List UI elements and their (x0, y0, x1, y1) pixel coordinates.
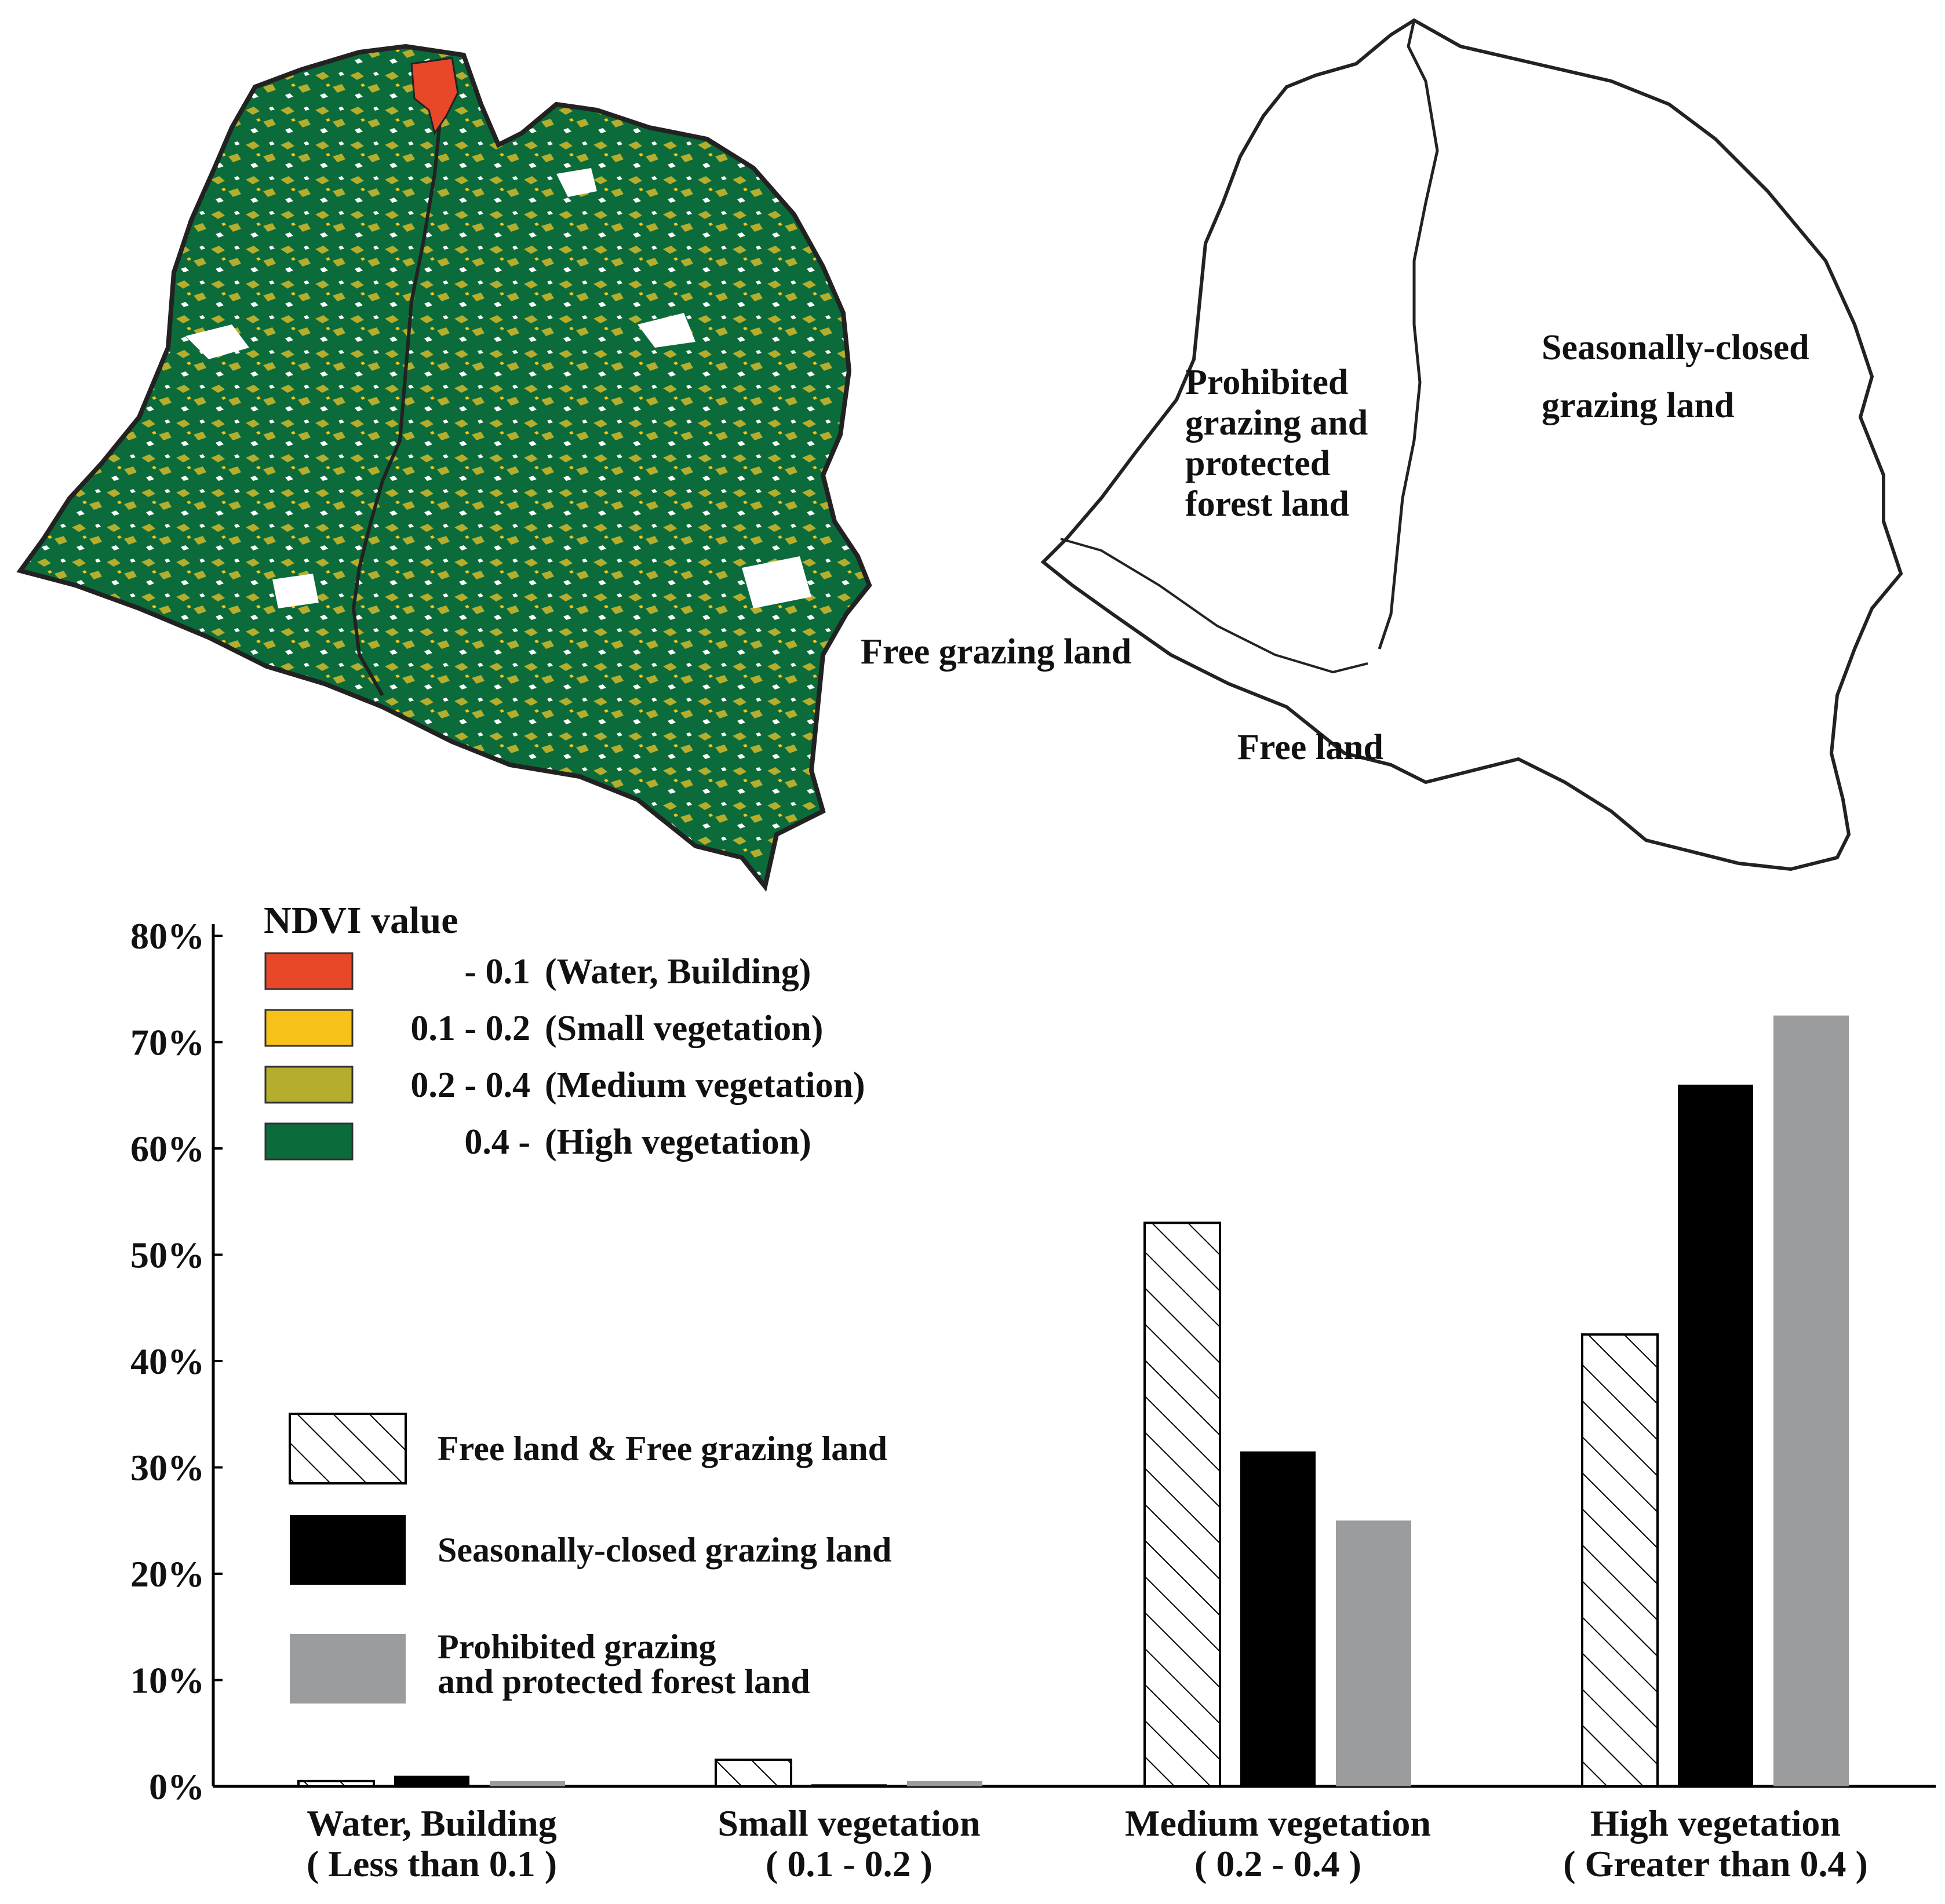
y-tick-label: 70% (130, 1022, 205, 1063)
bar-seasonal-1 (811, 1784, 887, 1786)
ndvi-legend-label: (Water, Building) (545, 952, 811, 991)
y-tick-label: 20% (130, 1553, 205, 1595)
label-prohibited-line-1: Prohibited (1185, 363, 1348, 402)
x-category-label: ( 0.1 - 0.2 ) (766, 1843, 933, 1884)
bar-seasonal-3 (1678, 1084, 1753, 1786)
ndvi-legend-range: - 0.1 (464, 952, 530, 991)
ndvi-legend-swatch (264, 1009, 354, 1047)
series-legend: Free land & Free grazing land Seasonally-… (289, 1413, 891, 1704)
bar-prohibited-0 (490, 1781, 565, 1786)
ndvi-legend-label: (High vegetation) (545, 1122, 811, 1162)
ndvi-map-clearing (742, 556, 811, 608)
label-prohibited-line-2: grazing and (1185, 403, 1368, 443)
ndvi-legend-swatch (264, 1066, 354, 1104)
y-tick-label: 40% (130, 1341, 205, 1382)
ndvi-map-region (16, 43, 872, 892)
label-prohibited-line-3: protected (1185, 444, 1330, 483)
y-tick-label: 30% (130, 1447, 205, 1489)
y-tick-label: 80% (130, 915, 205, 957)
ndvi-map-clearing (638, 313, 695, 348)
label-seasonal-zone: Seasonally-closed grazing land (1542, 328, 1818, 425)
y-tick-label: 0% (149, 1766, 205, 1807)
label-seasonal-line-2: grazing land (1542, 386, 1734, 425)
label-free-land: Free land (1237, 728, 1383, 767)
label-prohibited-line-4: forest land (1185, 484, 1349, 524)
y-tick-label: 50% (130, 1235, 205, 1276)
y-tick-label: 60% (130, 1128, 205, 1169)
x-category-label: High vegetation (1590, 1803, 1841, 1844)
ndvi-map-clearing (556, 168, 597, 197)
landuse-map-divider (1378, 20, 1439, 650)
bar-series-group (297, 1015, 1849, 1788)
landuse-map-outline (1040, 18, 1903, 871)
ndvi-legend-swatch (264, 952, 354, 990)
y-tick-label: 10% (130, 1660, 205, 1701)
bar-chart: 0% 10% 20% 30% 40% 50% 60% 70% 80% Water, Buildi… (130, 915, 1936, 1884)
bar-free-land-1 (715, 1759, 792, 1788)
ndvi-legend-label: (Small vegetation) (545, 1009, 823, 1048)
label-seasonal-line-1: Seasonally-closed (1542, 328, 1809, 367)
ndvi-map-clearing (185, 324, 249, 359)
x-category-label: Small vegetation (717, 1803, 980, 1844)
bar-free-land-2 (1143, 1221, 1221, 1788)
ndvi-map (16, 43, 872, 892)
series-legend-label: and protected forest land (438, 1662, 810, 1701)
ndvi-legend-label: (Medium vegetation) (545, 1066, 865, 1105)
ndvi-legend-range: 0.2 - 0.4 (410, 1066, 530, 1105)
bar-seasonal-0 (394, 1775, 469, 1786)
bar-seasonal-2 (1240, 1451, 1316, 1786)
label-prohibited-zone: Prohibited grazing and protected forest … (1185, 363, 1377, 524)
x-category-label: ( Less than 0.1 ) (307, 1843, 557, 1884)
series-legend-swatch (290, 1634, 406, 1704)
series-legend-label: Free land & Free grazing land (438, 1429, 887, 1468)
ndvi-legend-items: - 0.1 (Water, Building) 0.1 - 0.2 (Small ve… (264, 952, 865, 1162)
bar-free-land-3 (1581, 1333, 1659, 1788)
series-legend-swatch (289, 1413, 407, 1484)
ndvi-legend-swatch (264, 1122, 354, 1161)
series-legend-swatch (290, 1515, 406, 1585)
ndvi-legend-title: NDVI value (264, 899, 458, 942)
x-category-label: ( Greater than 0.4 ) (1563, 1843, 1868, 1884)
ndvi-legend-range: 0.4 - (464, 1122, 530, 1162)
series-legend-label: Prohibited grazing (438, 1628, 716, 1666)
ndvi-legend-range: 0.1 - 0.2 (410, 1009, 530, 1048)
y-axis: 0% 10% 20% 30% 40% 50% 60% 70% 80% (130, 915, 223, 1807)
bar-free-land-0 (297, 1779, 375, 1788)
x-category-label: Water, Building (307, 1803, 557, 1844)
x-axis: Water, Building( Less than 0.1 ) Small ve… (213, 1785, 1936, 1884)
bar-prohibited-2 (1336, 1520, 1411, 1786)
series-legend-label: Seasonally-closed grazing land (438, 1531, 891, 1569)
ndvi-map-clearing (272, 574, 319, 608)
x-category-label: Medium vegetation (1125, 1803, 1431, 1844)
ndvi-legend: NDVI value - 0.1 (Water, Building) 0.1 - 0… (264, 899, 865, 1162)
bar-prohibited-3 (1773, 1015, 1849, 1786)
ndvi-map-divider (351, 115, 442, 696)
label-free-grazing: Free grazing land (861, 632, 1131, 672)
landuse-map-free-grazing-boundary (1060, 538, 1368, 674)
bar-prohibited-1 (907, 1781, 982, 1786)
ndvi-map-water-patch (410, 57, 459, 136)
x-category-label: ( 0.2 - 0.4 ) (1194, 1843, 1361, 1884)
landuse-map: Prohibited grazing and protected forest … (861, 18, 1903, 871)
